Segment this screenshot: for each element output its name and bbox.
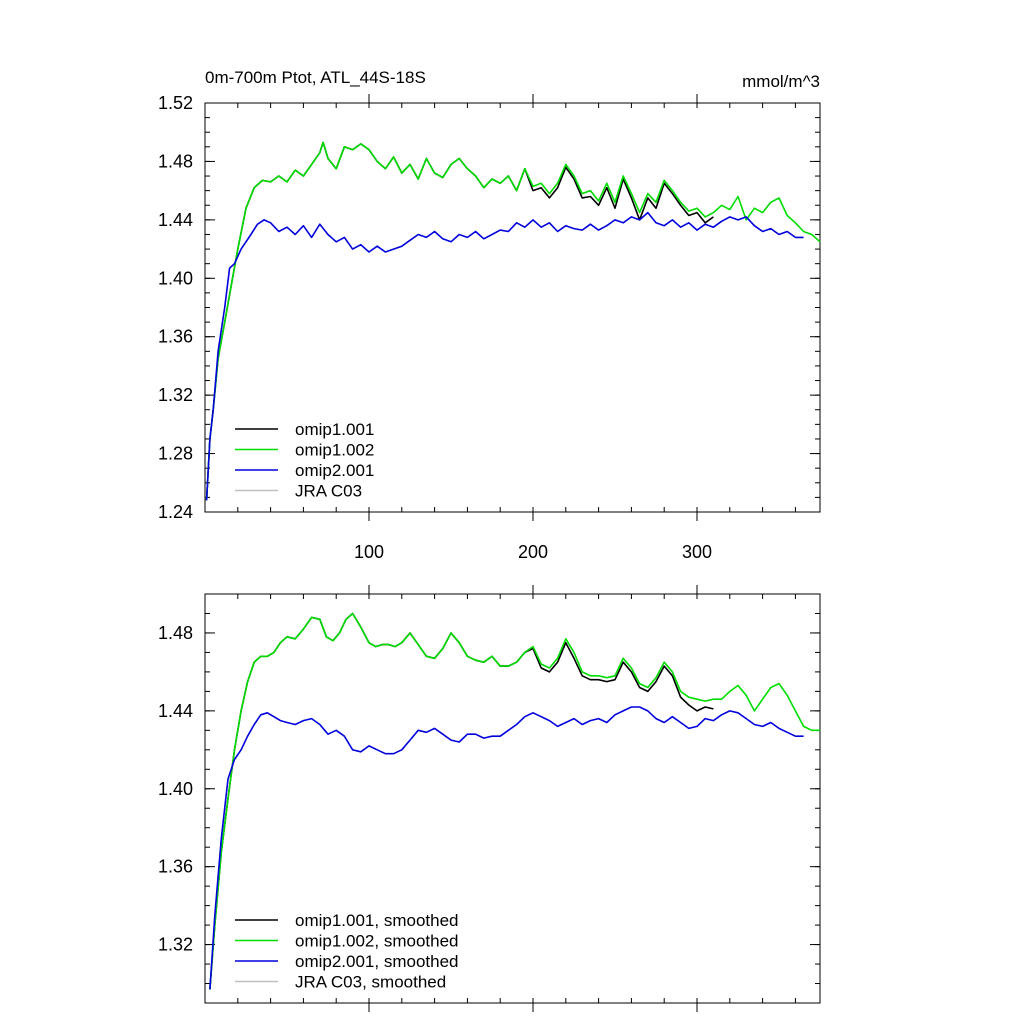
y-tick-label: 1.44: [158, 701, 193, 721]
legend-label: omip1.001: [295, 420, 374, 439]
y-tick-label: 1.40: [158, 268, 193, 288]
bottom-legend: omip1.001, smoothed omip1.002, smoothedom…: [235, 911, 459, 992]
legend-label: omip2.001, smoothed: [295, 952, 459, 971]
top-panel: 0m-700m Ptot, ATL_44S-18S mmol/m^3 1.241…: [158, 68, 821, 562]
bottom-axes: 1.32 1.36 1.40 1.44 1.48: [158, 585, 821, 1012]
y-tick-label: 1.32: [158, 385, 193, 405]
plot-frame: [204, 593, 821, 1004]
legend-label: omip1.002: [295, 441, 374, 460]
series-line-omip1-002-smoothed: [209, 612, 820, 990]
top-axes: 1.24 1.28 1.32 1.36 1.40 1.44 1.48 1.52 100 200 30…: [158, 93, 821, 562]
series-line-omip1-001-smoothed: [209, 612, 714, 990]
y-tick-label: 1.32: [158, 935, 193, 955]
legend-label: omip1.002, smoothed: [295, 932, 459, 951]
chart-units: mmol/m^3: [742, 72, 820, 91]
bottom-panel: 1.32 1.36 1.40 1.44 1.48 omip1.001, smoothed…: [158, 585, 821, 1012]
y-tick-label: 1.36: [158, 327, 193, 347]
legend-label: JRA C03: [295, 482, 362, 501]
legend-label: omip2.001: [295, 461, 374, 480]
x-tick-label: 100: [354, 542, 384, 562]
series-line-omip1-001: [205, 141, 714, 501]
series-line-omip2-001-smoothed: [209, 706, 804, 990]
series-line-omip2-001: [205, 211, 804, 501]
x-tick-label: 300: [682, 542, 712, 562]
y-tick-label: 1.24: [158, 502, 193, 522]
chart-title: 0m-700m Ptot, ATL_44S-18S: [205, 68, 426, 87]
x-tick-label: 200: [518, 542, 548, 562]
y-tick-label: 1.52: [158, 93, 193, 113]
series-line-omip1-002: [205, 141, 821, 501]
y-tick-label: 1.48: [158, 151, 193, 171]
y-tick-label: 1.36: [158, 857, 193, 877]
bottom-series-lines: [209, 612, 820, 990]
top-series-lines: [205, 141, 821, 501]
y-tick-label: 1.48: [158, 623, 193, 643]
legend-label: omip1.001, smoothed: [295, 911, 459, 930]
y-tick-label: 1.40: [158, 779, 193, 799]
legend-label: JRA C03, smoothed: [295, 973, 446, 992]
y-tick-label: 1.44: [158, 210, 193, 230]
y-tick-label: 1.28: [158, 444, 193, 464]
